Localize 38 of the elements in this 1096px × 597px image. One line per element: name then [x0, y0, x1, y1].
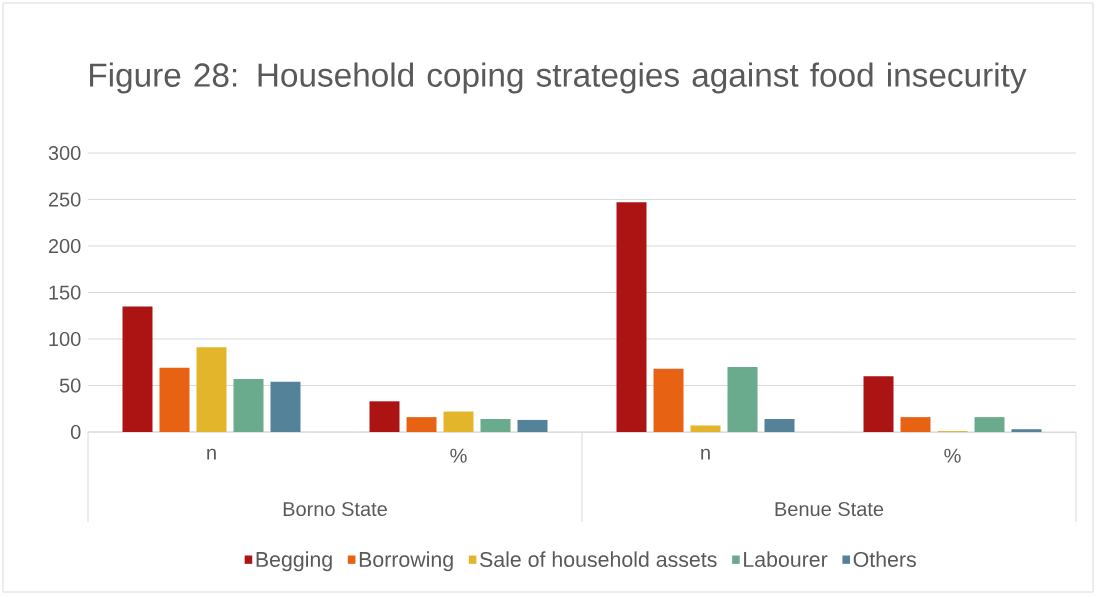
bar	[1011, 429, 1042, 432]
legend-label: Borrowing	[359, 551, 453, 572]
x-tick-label: n	[701, 448, 710, 460]
text: Benue State	[775, 501, 884, 517]
bar	[764, 418, 795, 432]
bar	[406, 417, 437, 432]
bar	[443, 411, 474, 432]
bar	[900, 417, 931, 432]
y-tick-label: 300	[48, 145, 81, 161]
legend-label: Begging	[256, 551, 332, 572]
y-tick-label: 50	[59, 378, 81, 393]
y-tick-label: 250	[48, 192, 81, 207]
bar	[727, 366, 758, 432]
legend-label: Sale of household assets	[480, 551, 717, 567]
bar	[863, 376, 894, 432]
bar	[196, 347, 227, 432]
legend-label: Others	[853, 551, 916, 567]
bar	[480, 418, 511, 432]
bar	[616, 202, 647, 432]
bar	[369, 401, 400, 432]
x-tick-label: %	[944, 448, 961, 463]
text: Borno State	[283, 501, 387, 517]
bar	[517, 419, 548, 432]
bar	[159, 367, 190, 432]
y-tick-label: 200	[48, 238, 81, 254]
bar	[270, 381, 301, 432]
bar	[122, 306, 153, 432]
legend-label: Labourer	[744, 551, 828, 567]
bar	[653, 368, 684, 432]
y-tick-label: 150	[49, 285, 81, 300]
chart-title: Figure 28: Household coping strategies against food insecurity	[90, 62, 1027, 94]
bar	[974, 417, 1005, 432]
y-tick-label: 0	[70, 424, 81, 440]
x-tick-label: n	[207, 448, 216, 460]
bar	[233, 378, 264, 432]
bar	[690, 425, 721, 432]
x-tick-label: %	[450, 448, 467, 463]
y-tick-label: 100	[49, 331, 81, 347]
